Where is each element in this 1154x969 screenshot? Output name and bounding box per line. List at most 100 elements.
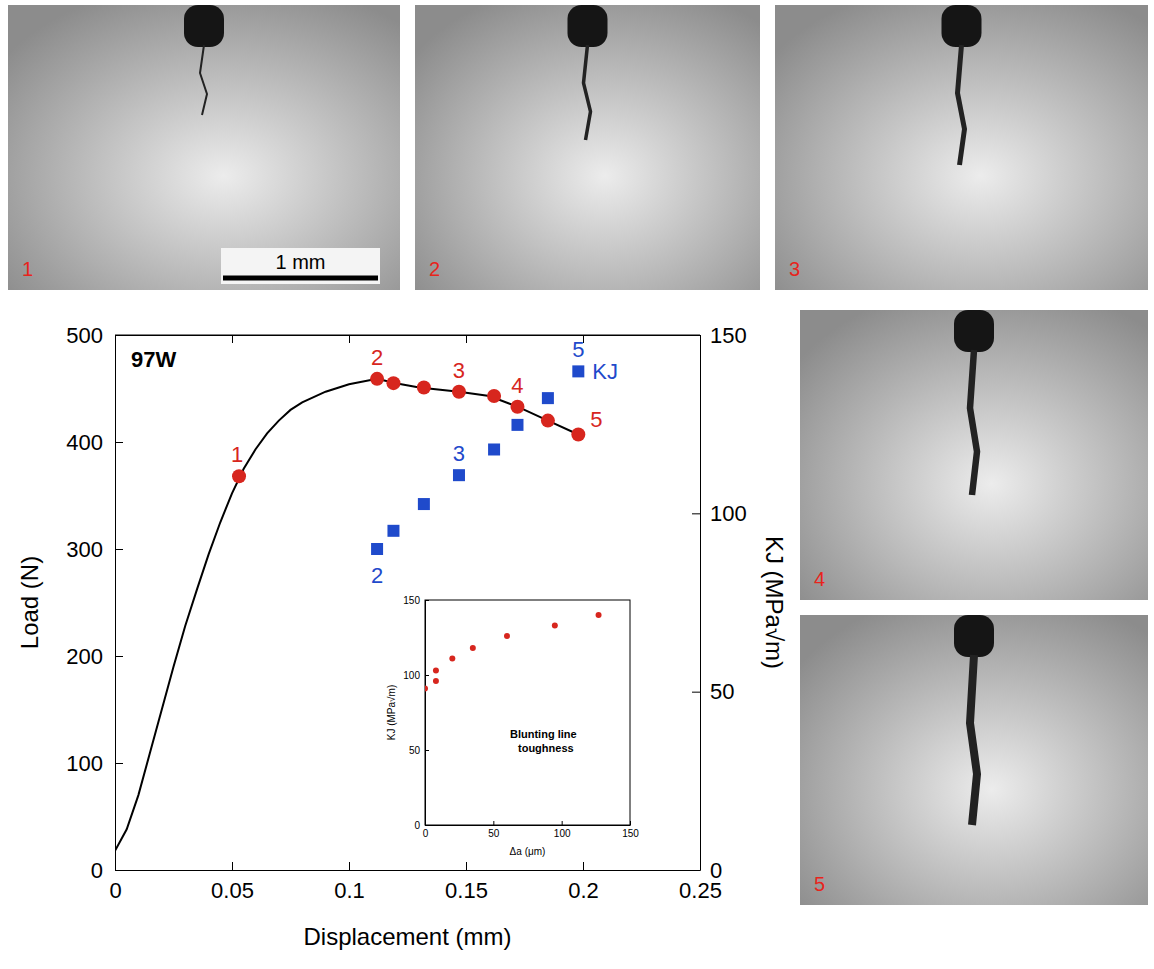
tick-mark xyxy=(115,656,123,657)
tick-mark xyxy=(493,821,494,825)
crack xyxy=(200,45,207,115)
point-label: 2 xyxy=(371,563,383,588)
tick xyxy=(349,335,350,343)
data-point xyxy=(571,428,585,442)
data-point xyxy=(370,372,384,386)
tick-label: 150 xyxy=(403,595,420,606)
data-point xyxy=(510,400,524,414)
data-point xyxy=(232,469,246,483)
panel-image xyxy=(775,5,1148,290)
tick-mark xyxy=(466,862,467,870)
panel-label: 2 xyxy=(429,258,440,280)
tick: 400 xyxy=(66,430,123,455)
inset-y-title: KJ (MPa√m) xyxy=(386,685,397,741)
point-labels: 12345235KJ xyxy=(231,337,618,588)
axis-line xyxy=(425,601,426,826)
y-axis-title: Load (N) xyxy=(16,556,43,649)
data-point xyxy=(596,612,602,618)
tick-label: 50 xyxy=(488,828,500,839)
tick: 50 xyxy=(692,679,734,704)
tick-label: 400 xyxy=(66,430,103,455)
tick-mark xyxy=(349,335,350,343)
tick: 150 xyxy=(692,323,747,348)
series-label: KJ xyxy=(592,359,618,384)
tick-mark xyxy=(583,862,584,870)
inset-x-axis: 050100150 xyxy=(423,821,640,839)
tick: 100 xyxy=(403,670,429,681)
tick-mark xyxy=(232,862,233,870)
crack xyxy=(970,350,977,495)
point-label: 3 xyxy=(453,441,465,466)
panel-label: 4 xyxy=(814,568,825,590)
tick: 0.1 xyxy=(334,862,365,903)
data-point xyxy=(572,365,584,377)
tick-label: 50 xyxy=(710,679,734,704)
panel-label: 1 xyxy=(22,258,33,280)
point-label: 2 xyxy=(371,345,383,370)
data-point xyxy=(452,385,466,399)
tick-mark xyxy=(425,600,429,601)
inset-chart: 050100150050100150Δa (μm)KJ (MPa√m)Blunt… xyxy=(386,595,639,857)
tick-label: 100 xyxy=(710,501,747,526)
crack xyxy=(958,45,965,165)
annotation-line: Blunting line xyxy=(510,728,577,740)
tick: 150 xyxy=(622,821,639,839)
micrograph-panel: 3 xyxy=(775,5,1148,290)
data-point xyxy=(371,543,383,555)
tick-mark xyxy=(115,870,123,871)
micrograph-panel: 2 xyxy=(415,5,760,290)
tick-label: 0.05 xyxy=(211,878,254,903)
chart-title: 97W xyxy=(131,347,176,372)
data-point xyxy=(425,686,428,692)
tick-mark xyxy=(692,335,700,336)
tick-label: 150 xyxy=(710,323,747,348)
axis-line xyxy=(116,335,701,336)
tick: 0 xyxy=(91,858,123,883)
point-label: 5 xyxy=(572,337,584,362)
micrograph-panel: 5 xyxy=(800,615,1148,905)
tick-label: 0.2 xyxy=(568,878,599,903)
scale-bar xyxy=(223,276,378,281)
x-axis-top xyxy=(116,335,701,343)
y-axis: 0100200300400500 xyxy=(66,323,123,883)
tick-label: 0 xyxy=(710,858,722,883)
panel-image xyxy=(800,310,1148,600)
data-point xyxy=(504,633,510,639)
tick: 0.2 xyxy=(568,862,599,903)
tick-label: 150 xyxy=(622,828,639,839)
tick xyxy=(466,335,467,343)
tick: 0.05 xyxy=(211,862,254,903)
y2-axis-title: KJ (MPa√m) xyxy=(761,536,788,669)
tick-label: 0.1 xyxy=(334,878,365,903)
tick: 50 xyxy=(488,821,500,839)
scale-bar-label: 1 mm xyxy=(276,251,326,273)
tick: 0.15 xyxy=(445,862,488,903)
axis-line xyxy=(426,825,631,826)
tick-label: 0 xyxy=(91,858,103,883)
tick-mark xyxy=(425,825,429,826)
tick-mark xyxy=(232,335,233,343)
point-label: 4 xyxy=(511,373,523,398)
tick: 100 xyxy=(554,821,571,839)
tick-mark xyxy=(466,335,467,343)
tick: 200 xyxy=(66,644,123,669)
tick: 0 xyxy=(414,820,429,831)
figure-svg: 11 mm234500.050.10.150.20.25010020030040… xyxy=(0,0,1154,969)
inset-y-axis: 050100150 xyxy=(403,595,429,831)
data-point xyxy=(433,668,439,674)
tick-label: 100 xyxy=(66,751,103,776)
data-point xyxy=(541,414,555,428)
notch xyxy=(568,5,608,47)
x-axis-title: Displacement (mm) xyxy=(303,923,511,950)
scale-bar-bg xyxy=(221,248,380,284)
tick-label: 100 xyxy=(554,828,571,839)
data-point xyxy=(542,392,554,404)
tick-label: 0 xyxy=(414,820,420,831)
axis-line xyxy=(115,336,116,871)
data-point xyxy=(470,645,476,651)
tick-mark xyxy=(349,862,350,870)
tick: 500 xyxy=(66,323,123,348)
panel-label: 5 xyxy=(814,873,825,895)
tick-mark xyxy=(562,821,563,825)
tick-mark xyxy=(692,513,700,514)
